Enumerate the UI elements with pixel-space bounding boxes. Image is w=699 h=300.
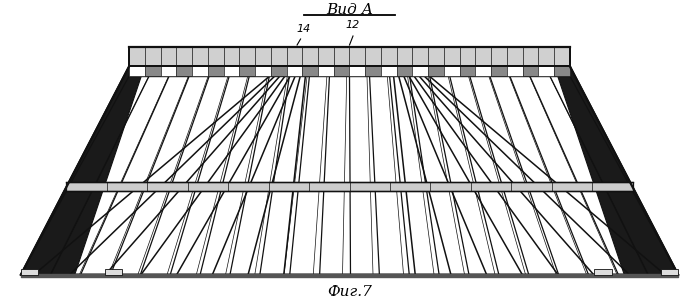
Text: Фиг.7: Фиг.7 — [327, 285, 372, 298]
Text: Вид А: Вид А — [326, 4, 373, 17]
Text: 12: 12 — [346, 20, 360, 31]
Polygon shape — [21, 66, 145, 274]
Polygon shape — [161, 66, 176, 76]
Polygon shape — [239, 66, 255, 76]
Polygon shape — [271, 66, 287, 76]
Polygon shape — [287, 66, 302, 76]
Polygon shape — [302, 66, 318, 76]
Polygon shape — [594, 269, 612, 274]
Polygon shape — [334, 66, 350, 76]
Polygon shape — [350, 66, 365, 76]
Polygon shape — [554, 66, 678, 274]
Polygon shape — [538, 66, 554, 76]
Polygon shape — [66, 182, 633, 191]
Polygon shape — [192, 66, 208, 76]
Polygon shape — [491, 66, 507, 76]
Polygon shape — [365, 66, 381, 76]
Polygon shape — [224, 66, 239, 76]
Polygon shape — [208, 66, 224, 76]
Polygon shape — [129, 66, 570, 76]
Polygon shape — [176, 66, 192, 76]
Polygon shape — [522, 66, 538, 76]
Polygon shape — [507, 66, 522, 76]
Polygon shape — [381, 66, 396, 76]
Polygon shape — [460, 66, 475, 76]
Polygon shape — [318, 66, 334, 76]
Polygon shape — [554, 66, 570, 76]
Polygon shape — [145, 66, 161, 76]
Polygon shape — [255, 66, 271, 76]
Polygon shape — [129, 46, 570, 66]
Polygon shape — [129, 66, 145, 76]
Polygon shape — [475, 66, 491, 76]
Polygon shape — [105, 269, 122, 274]
Text: 14: 14 — [297, 23, 311, 34]
Polygon shape — [21, 66, 678, 274]
Polygon shape — [21, 269, 38, 274]
Polygon shape — [396, 66, 412, 76]
Polygon shape — [428, 66, 444, 76]
Polygon shape — [661, 269, 678, 274]
Polygon shape — [444, 66, 460, 76]
Polygon shape — [412, 66, 428, 76]
